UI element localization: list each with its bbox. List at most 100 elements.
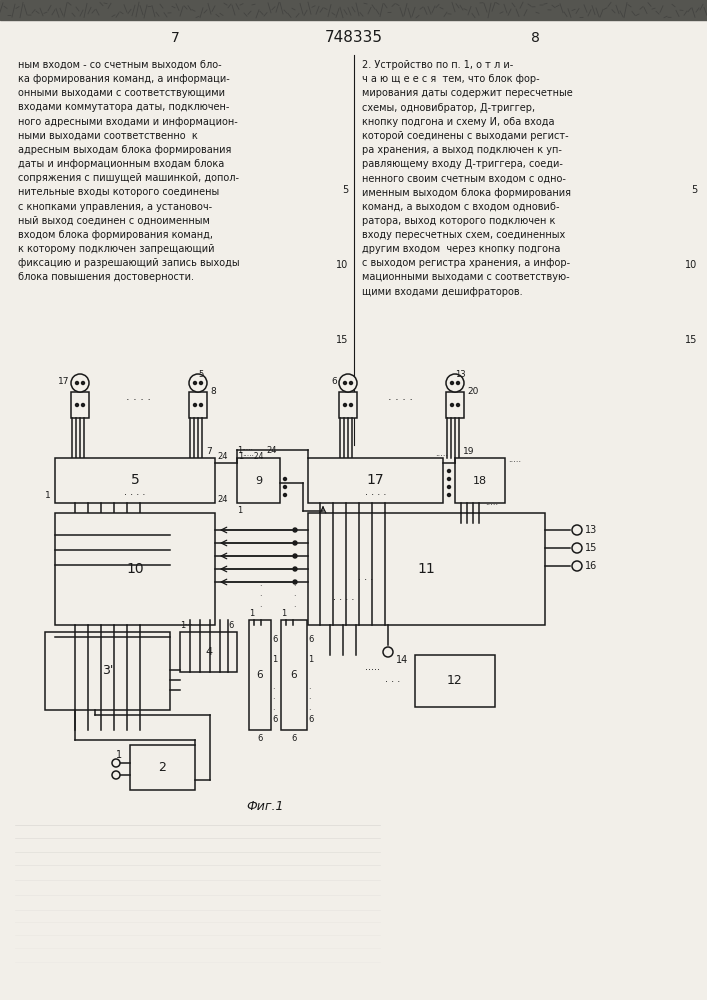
Bar [45, 632, 170, 710]
Circle shape [189, 374, 207, 392]
Text: · · · ·: · · · · [389, 395, 414, 405]
Text: 19: 19 [463, 447, 474, 456]
Circle shape [199, 381, 202, 384]
Text: ным входом - со счетным выходом бло-
ка формирования команд, а информаци-
онными: ным входом - со счетным выходом бло- ка … [18, 60, 240, 282]
Text: 5: 5 [691, 185, 697, 195]
Circle shape [457, 381, 460, 384]
Bar [130, 745, 195, 790]
Text: · · · ·: · · · · [124, 490, 146, 500]
Text: 24: 24 [217, 452, 228, 461]
Text: ·
·
·: · · · [272, 685, 274, 715]
Text: ·····: ····· [365, 665, 380, 675]
Bar [339, 392, 357, 418]
Text: · · · ·: · · · · [333, 595, 354, 605]
Bar [55, 513, 215, 625]
Circle shape [81, 403, 85, 406]
Text: 6: 6 [257, 734, 263, 743]
Text: 20: 20 [467, 387, 479, 396]
Circle shape [71, 374, 89, 392]
Bar [455, 458, 505, 503]
Circle shape [284, 493, 286, 496]
Text: 6: 6 [291, 670, 298, 680]
Text: 5: 5 [341, 185, 348, 195]
Bar [415, 655, 495, 707]
Text: 13: 13 [585, 525, 597, 535]
Circle shape [293, 580, 297, 584]
Text: 9: 9 [255, 476, 262, 486]
Text: 4: 4 [205, 647, 212, 657]
Circle shape [199, 403, 202, 406]
Circle shape [112, 771, 120, 779]
Text: 6: 6 [257, 670, 263, 680]
Text: 1: 1 [281, 609, 286, 618]
Circle shape [572, 525, 582, 535]
Circle shape [349, 381, 353, 384]
Text: 6: 6 [272, 636, 277, 645]
Text: 24: 24 [267, 446, 277, 455]
Text: 8: 8 [210, 387, 216, 396]
Text: ·····: ····· [435, 452, 448, 461]
Text: 6: 6 [332, 376, 337, 385]
Circle shape [448, 470, 450, 473]
Circle shape [448, 486, 450, 488]
Text: 15: 15 [684, 335, 697, 345]
Circle shape [572, 543, 582, 553]
Circle shape [448, 478, 450, 481]
Circle shape [457, 403, 460, 406]
Text: ·····24: ·····24 [242, 452, 264, 461]
Text: ·····: ····· [508, 458, 521, 468]
Text: 1: 1 [249, 609, 255, 618]
Circle shape [450, 403, 453, 406]
Circle shape [293, 567, 297, 571]
Circle shape [284, 486, 286, 488]
Text: 18: 18 [473, 476, 487, 486]
Text: · · ·: · · · [358, 575, 373, 585]
Text: 12: 12 [447, 674, 463, 688]
Text: 6: 6 [291, 734, 297, 743]
Bar [281, 620, 307, 730]
Circle shape [284, 478, 286, 481]
Bar [308, 513, 545, 625]
Text: 6: 6 [272, 716, 277, 724]
Text: 1: 1 [237, 446, 243, 455]
Text: 13: 13 [455, 370, 466, 379]
Circle shape [572, 561, 582, 571]
Bar [446, 392, 464, 418]
Text: 1: 1 [45, 490, 51, 499]
Text: ····: ···· [183, 621, 192, 630]
Bar [180, 632, 237, 672]
Text: ·
·
·: · · · [293, 582, 296, 612]
Text: ·
·
·: · · · [259, 582, 261, 612]
Text: 2. Устройство по п. 1, о т л и-
ч а ю щ е е с я  тем, что блок фор-
мирования да: 2. Устройство по п. 1, о т л и- ч а ю щ … [362, 60, 573, 297]
Text: 16: 16 [585, 561, 597, 571]
Circle shape [293, 541, 297, 545]
Text: 2: 2 [158, 761, 166, 774]
Text: 17: 17 [367, 474, 385, 488]
Circle shape [344, 403, 346, 406]
Text: · · · ·: · · · · [365, 490, 386, 500]
Circle shape [383, 647, 393, 657]
Circle shape [450, 381, 453, 384]
Text: 1: 1 [237, 506, 243, 515]
Circle shape [293, 554, 297, 558]
Text: 15: 15 [336, 335, 348, 345]
Text: 5: 5 [131, 474, 139, 488]
Text: 17: 17 [57, 376, 69, 385]
Text: 10: 10 [336, 260, 348, 270]
Text: 10: 10 [126, 562, 144, 576]
Circle shape [448, 493, 450, 496]
Text: 1: 1 [308, 656, 313, 664]
Text: 8: 8 [530, 31, 539, 45]
Text: 15: 15 [585, 543, 597, 553]
Text: 6: 6 [228, 621, 234, 630]
Text: 748335: 748335 [325, 30, 383, 45]
Text: 14: 14 [396, 655, 408, 665]
Bar [0, 0, 707, 20]
Text: ·····: ····· [485, 501, 498, 510]
Text: Фиг.1: Фиг.1 [246, 800, 284, 814]
Text: ·
·
·: · · · [308, 685, 310, 715]
Text: 1: 1 [272, 656, 277, 664]
Text: 1: 1 [116, 750, 122, 760]
Circle shape [194, 381, 197, 384]
Bar [308, 458, 443, 503]
